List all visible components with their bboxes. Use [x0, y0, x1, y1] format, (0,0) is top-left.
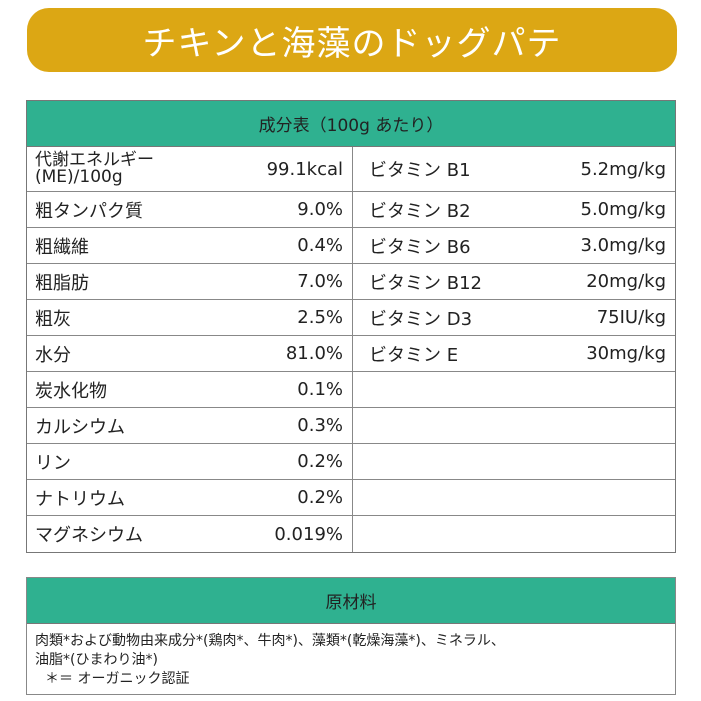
- table-row: リン 0.2%: [27, 444, 675, 480]
- nutrient-label-line2: (ME)/100g: [35, 167, 123, 187]
- nutrient-value: 30mg/kg: [586, 343, 666, 364]
- table-row: 粗脂肪 7.0% ビタミン B12 20mg/kg: [27, 264, 675, 300]
- table-row: 水分 81.0% ビタミン E 30mg/kg: [27, 336, 675, 372]
- table-cell: 炭水化物 0.1%: [27, 372, 353, 407]
- nutrient-label: ナトリウム: [35, 488, 125, 510]
- table-cell: 水分 81.0%: [27, 336, 353, 371]
- nutrient-value: 0.3%: [297, 415, 343, 436]
- ingredients-header: 原材料: [27, 578, 675, 624]
- nutrition-table-header: 成分表（100g あたり）: [27, 101, 675, 147]
- table-cell: ビタミン D3 75IU/kg: [353, 300, 675, 335]
- table-row: 粗灰 2.5% ビタミン D3 75IU/kg: [27, 300, 675, 336]
- nutrient-label: ビタミン B1: [369, 160, 471, 181]
- table-row: マグネシウム 0.019%: [27, 516, 675, 552]
- table-cell: ビタミン B1 5.2mg/kg: [353, 147, 675, 191]
- nutrient-label: カルシウム: [35, 416, 125, 438]
- table-cell: 粗脂肪 7.0%: [27, 264, 353, 299]
- table-row: 代謝エネルギー (ME)/100g 99.1kcal ビタミン B1 5.2mg/…: [27, 147, 675, 192]
- nutrient-value: 9.0%: [297, 199, 343, 220]
- table-cell: 粗繊維 0.4%: [27, 228, 353, 263]
- nutrient-value: 0.1%: [297, 379, 343, 400]
- table-row: 炭水化物 0.1%: [27, 372, 675, 408]
- table-cell: 粗灰 2.5%: [27, 300, 353, 335]
- table-cell: [353, 372, 675, 407]
- nutrient-label: 炭水化物: [35, 380, 107, 402]
- nutrient-label: ビタミン B12: [369, 272, 482, 294]
- table-cell: マグネシウム 0.019%: [27, 516, 353, 552]
- product-title: チキンと海藻のドッグパテ: [142, 23, 562, 64]
- nutrient-value: 81.0%: [285, 343, 343, 364]
- nutrient-label: 粗繊維: [35, 236, 89, 258]
- nutrient-label: 粗タンパク質: [35, 200, 143, 222]
- ingredients-box: 原材料 肉類*および動物由来成分*(鶏肉*、牛肉*)、藻類*(乾燥海藻*)、ミネ…: [26, 577, 676, 695]
- nutrient-label: 水分: [35, 344, 71, 366]
- table-cell: ビタミン B6 3.0mg/kg: [353, 228, 675, 263]
- nutrient-label: 粗脂肪: [35, 272, 89, 294]
- table-row: カルシウム 0.3%: [27, 408, 675, 444]
- nutrient-label: ビタミン B2: [369, 200, 471, 222]
- product-title-banner: チキンと海藻のドッグパテ: [27, 8, 677, 72]
- nutrient-value: 7.0%: [297, 271, 343, 292]
- nutrient-label-line1: 代謝エネルギー: [35, 150, 154, 170]
- nutrient-value: 0.019%: [274, 523, 343, 545]
- nutrient-value: 5.2mg/kg: [580, 158, 667, 180]
- table-cell: ビタミン E 30mg/kg: [353, 336, 675, 371]
- ingredients-body: 肉類*および動物由来成分*(鶏肉*、牛肉*)、藻類*(乾燥海藻*)、ミネラル、 …: [27, 624, 675, 697]
- nutrient-label: ビタミン E: [369, 344, 459, 366]
- nutrient-label: ビタミン D3: [369, 308, 473, 330]
- table-row: 粗タンパク質 9.0% ビタミン B2 5.0mg/kg: [27, 192, 675, 228]
- table-cell: [353, 408, 675, 443]
- nutrient-value: 5.0mg/kg: [580, 199, 667, 220]
- table-row: ナトリウム 0.2%: [27, 480, 675, 516]
- nutrient-value: 2.5%: [297, 307, 343, 328]
- nutrient-value: 3.0mg/kg: [580, 235, 667, 256]
- nutrient-value: 99.1kcal: [266, 158, 343, 180]
- table-cell: ビタミン B12 20mg/kg: [353, 264, 675, 299]
- table-row: 粗繊維 0.4% ビタミン B6 3.0mg/kg: [27, 228, 675, 264]
- table-cell: 粗タンパク質 9.0%: [27, 192, 353, 227]
- table-cell: ビタミン B2 5.0mg/kg: [353, 192, 675, 227]
- table-cell: ナトリウム 0.2%: [27, 480, 353, 515]
- organic-note: ＊＝ オーガニック認証: [45, 671, 190, 687]
- nutrition-table: 成分表（100g あたり） 代謝エネルギー (ME)/100g 99.1kcal …: [26, 100, 676, 553]
- nutrient-label: 代謝エネルギー (ME)/100g: [35, 152, 154, 186]
- table-cell: [353, 516, 675, 552]
- nutrient-value: 20mg/kg: [586, 271, 666, 292]
- nutrient-label: リン: [35, 452, 71, 474]
- table-cell: カルシウム 0.3%: [27, 408, 353, 443]
- nutrient-label: マグネシウム: [35, 525, 143, 546]
- ingredients-line: 肉類*および動物由来成分*(鶏肉*、牛肉*)、藻類*(乾燥海藻*)、ミネラル、: [35, 633, 505, 649]
- nutrient-value: 0.2%: [297, 451, 343, 472]
- table-cell: [353, 480, 675, 515]
- nutrient-value: 0.4%: [297, 235, 343, 256]
- table-cell: [353, 444, 675, 479]
- table-cell: リン 0.2%: [27, 444, 353, 479]
- nutrient-value: 0.2%: [297, 487, 343, 508]
- nutrient-label: 粗灰: [35, 308, 71, 330]
- nutrient-label: ビタミン B6: [369, 236, 471, 258]
- table-cell: 代謝エネルギー (ME)/100g 99.1kcal: [27, 147, 353, 191]
- nutrient-value: 75IU/kg: [596, 307, 666, 328]
- ingredients-line: 油脂*(ひまわり油*): [35, 652, 158, 668]
